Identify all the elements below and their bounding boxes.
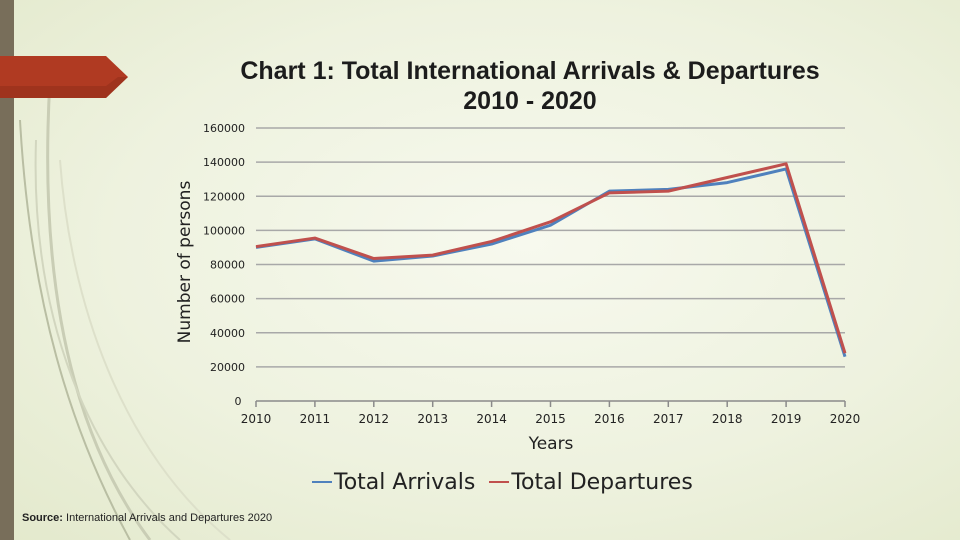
series-lines xyxy=(255,162,847,358)
x-axis: 2010 2011 2012 2013 2014 2015 2016 2017 2018 2019… xyxy=(241,400,861,426)
x-axis-label: Years xyxy=(528,434,574,454)
y-tick-label: 80000 xyxy=(210,259,245,272)
x-tick-label: 2010 xyxy=(241,412,272,426)
x-tick-label: 2019 xyxy=(771,412,802,426)
y-axis-label: Number of persons xyxy=(175,181,195,344)
y-tick-label: 140000 xyxy=(203,156,245,169)
title-banner-shape xyxy=(0,56,128,98)
y-tick-label: 60000 xyxy=(210,293,245,306)
title-line-1: Chart 1: Total International Arrivals & … xyxy=(240,57,820,85)
source-text: International Arrivals and Departures 20… xyxy=(62,512,273,524)
y-tick-label: 40000 xyxy=(210,327,245,340)
legend-item-departures: Total Departures xyxy=(489,469,693,495)
series-line-departures xyxy=(255,162,847,354)
x-tick-label: 2013 xyxy=(417,412,448,426)
y-tick-label: 160000 xyxy=(203,122,245,135)
gridlines xyxy=(256,127,845,368)
title-line-2: 2010 - 2020 xyxy=(463,87,597,115)
legend-label-departures: Total Departures xyxy=(511,469,693,495)
y-tick-label: 100000 xyxy=(203,224,245,237)
left-accent-bar xyxy=(0,0,14,540)
y-tick-label: 120000 xyxy=(203,190,245,203)
chart-legend: Total Arrivals Total Departures xyxy=(312,468,693,496)
x-tick-label: 2020 xyxy=(830,412,861,426)
legend-swatch-departures xyxy=(489,481,510,483)
x-tick-label: 2016 xyxy=(594,412,625,426)
source-note: Source: International Arrivals and Depar… xyxy=(22,512,272,524)
legend-label-arrivals: Total Arrivals xyxy=(334,469,476,495)
series-line-arrivals xyxy=(255,167,847,358)
legend-swatch-arrivals xyxy=(312,481,332,483)
decorative-swoosh xyxy=(19,79,231,540)
chart-title: Chart 1: Total International Arrivals & … xyxy=(170,56,890,116)
y-tick-label: 20000 xyxy=(210,361,245,374)
y-tick-label: 0 xyxy=(235,395,242,408)
x-tick-label: 2018 xyxy=(712,412,743,426)
x-tick-label: 2014 xyxy=(476,412,507,426)
x-tick-label: 2012 xyxy=(359,412,390,426)
source-label: Source: xyxy=(22,512,63,524)
legend-item-arrivals: Total Arrivals xyxy=(312,470,475,495)
x-tick-label: 2017 xyxy=(653,412,684,426)
x-tick-label: 2011 xyxy=(300,412,331,426)
y-axis-ticks: 160000 140000 120000 100000 80000 60000 40000 2… xyxy=(203,122,245,408)
x-tick-label: 2015 xyxy=(535,412,566,426)
